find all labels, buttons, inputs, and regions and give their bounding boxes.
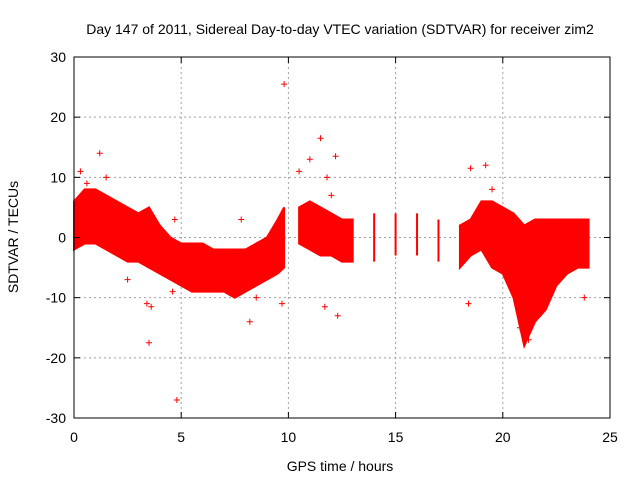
data-point [146,339,153,346]
data-point [321,303,328,310]
data-point [332,153,339,160]
data-point [516,324,523,331]
data-point [306,156,313,163]
data-point [103,174,110,181]
data-point [238,216,245,223]
x-tick-label: 10 [281,429,297,445]
x-tick-label: 5 [177,429,185,445]
data-point [171,216,178,223]
data-point [581,294,588,301]
y-tick-label: -10 [46,290,66,306]
data-markers [77,81,588,403]
data-point [124,276,131,283]
data-point [317,135,324,142]
y-tick-label: 10 [50,169,66,185]
data-band-segment [73,188,286,299]
data-point [323,174,330,181]
data-point [169,288,176,295]
y-axis-label: SDTVAR / TECUs [5,181,21,293]
y-tick-label: -20 [46,350,66,366]
data-point [96,150,103,157]
data-band-segment [298,200,354,263]
x-tick-label: 20 [495,429,511,445]
data-point [489,186,496,193]
data-point [83,180,90,187]
data-band-segment [458,200,590,349]
data-point [253,294,260,301]
data-point [143,300,150,307]
data-point [465,300,472,307]
data-point [173,396,180,403]
x-tick-label: 15 [388,429,404,445]
data-point [334,312,341,319]
y-tick-label: -30 [46,410,66,426]
y-tick-label: 20 [50,109,66,125]
data-point [328,192,335,199]
data-point [278,300,285,307]
data-point [296,168,303,175]
data-point [467,165,474,172]
y-tick-labels: -30 -20 -10 0 10 20 30 [46,49,66,426]
y-tick-label: 0 [58,230,66,246]
data-band [73,188,590,349]
data-point [525,336,532,343]
x-axis-label: GPS time / hours [287,458,394,474]
x-tick-labels: 0 5 10 15 20 25 [70,429,618,445]
axis-ticks [73,56,611,419]
data-point [281,81,288,88]
data-point [148,303,155,310]
x-tick-label: 25 [602,429,618,445]
data-point [482,162,489,169]
y-tick-label: 30 [50,49,66,65]
data-point [246,318,253,325]
x-tick-label: 0 [70,429,78,445]
chart-title: Day 147 of 2011, Sidereal Day-to-day VTE… [86,21,594,37]
data-point [77,168,84,175]
data-point [216,282,223,289]
